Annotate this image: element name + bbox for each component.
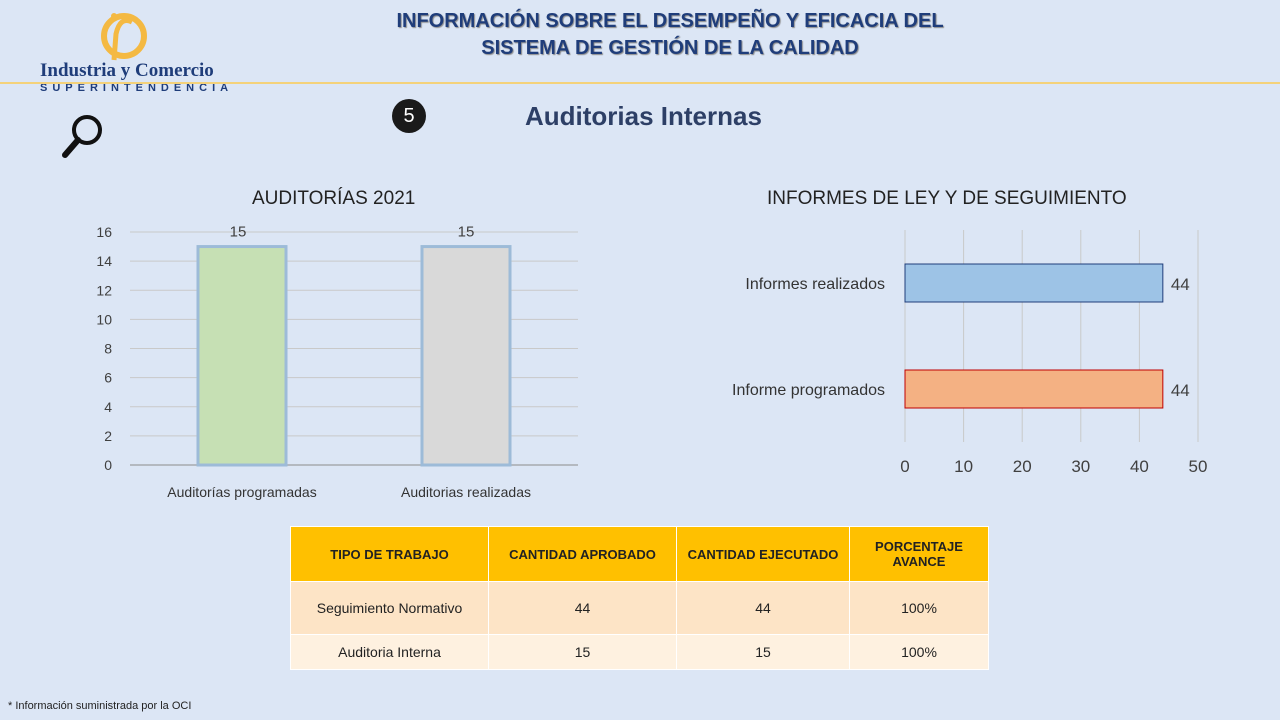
table-cell: Auditoria Interna [290,634,489,670]
table-row: Auditoria Interna 15 15 100% [290,634,989,670]
x-tick-label: 0 [900,457,909,476]
table-cell: Seguimiento Normativo [290,581,489,635]
header-divider [0,82,1280,84]
x-tick-label: 10 [954,457,973,476]
table-cell: 44 [676,581,850,635]
table-cell: 100% [849,634,989,670]
y-tick-label: 2 [104,428,112,444]
table-header-cell: CANTIDAD EJECUTADO [676,526,850,582]
page-title-line2: SISTEMA DE GESTIÓN DE LA CALIDAD [481,37,859,59]
bar-data-label: 44 [1171,275,1190,294]
y-tick-label: 14 [96,253,112,269]
bar-data-label: 15 [458,224,475,241]
y-tick-label: 16 [96,224,112,240]
logo-subtitle: SUPERINTENDENCIA [40,82,234,94]
table-cell: 15 [676,634,850,670]
y-tick-label: 8 [104,341,112,357]
y-tick-label: Informe programados [732,382,885,399]
bar-1 [196,245,288,467]
work-summary-table: TIPO DE TRABAJO CANTIDAD APROBADO CANTID… [290,526,989,670]
table-cell: 15 [488,634,677,670]
logo [101,13,147,61]
table-header-cell: CANTIDAD APROBADO [488,526,677,582]
page-title-line1: INFORMACIÓN SOBRE EL DESEMPEÑO Y EFICACI… [396,10,944,32]
x-tick-label: 20 [1013,457,1032,476]
auditorias-bar-chart: 0 2 4 6 8 10 12 14 16 15 Auditorías programadas 15 A… [96,224,578,500]
x-tick-label: Auditorias realizadas [401,484,531,500]
bar-data-label: 44 [1171,381,1190,400]
bar-2 [904,369,1164,409]
table-header-row: TIPO DE TRABAJO CANTIDAD APROBADO CANTID… [290,526,989,582]
bar-1 [904,263,1164,303]
chart-title-informes: INFORMES DE LEY Y DE SEGUIMIENTO [767,188,1127,209]
page-title: INFORMACIÓN SOBRE EL DESEMPEÑO Y EFICACI… [260,8,1080,62]
x-tick-label: Auditorías programadas [167,484,316,500]
x-tick-label: 30 [1071,457,1090,476]
y-tick-label: 6 [104,370,112,386]
logo-stroke [111,18,134,61]
table-row: Seguimiento Normativo 44 44 100% [290,581,989,635]
logo-name: Industria y Comercio [40,60,214,81]
y-tick-label: Informes realizados [745,276,885,293]
y-tick-label: 4 [104,399,112,415]
table-cell: 100% [849,581,989,635]
table-header-cell: PORCENTAJE AVANCE [849,526,989,582]
chart-title-auditorias: AUDITORÍAS 2021 [252,188,416,209]
table-cell: 44 [488,581,677,635]
section-title: Auditorias Internas [525,101,762,131]
y-tick-label: 10 [96,311,112,327]
y-tick-label: 12 [96,282,112,298]
informes-bar-chart: 0 10 20 30 40 50 44 Informes realizados 44 Inform… [732,230,1208,476]
bar-data-label: 15 [230,224,247,241]
x-tick-label: 40 [1130,457,1149,476]
logo-dot [111,13,117,19]
section-number-badge: 5 [392,99,426,133]
y-tick-label: 0 [104,457,112,473]
search-icon [62,115,102,158]
logo-ring [101,13,147,59]
bar-2 [420,245,512,467]
x-tick-label: 50 [1189,457,1208,476]
table-header-cell: TIPO DE TRABAJO [290,526,489,582]
footnote: * Información suministrada por la OCI [8,700,192,712]
